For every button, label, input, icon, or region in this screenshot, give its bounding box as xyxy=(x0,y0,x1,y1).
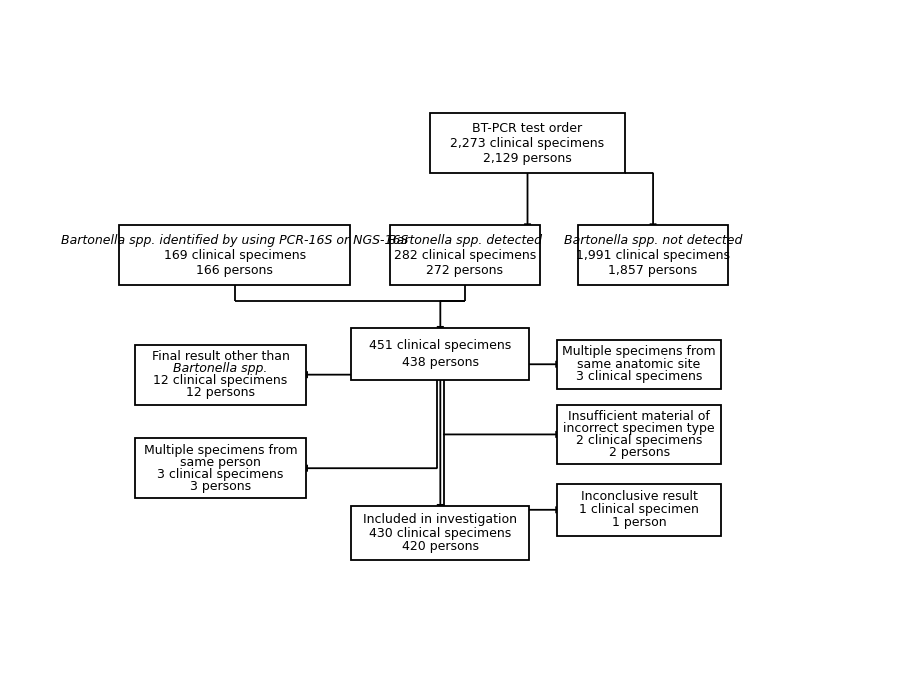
Text: 1 person: 1 person xyxy=(612,516,666,529)
Text: 2,273 clinical specimens: 2,273 clinical specimens xyxy=(451,137,605,150)
Text: Bartonella spp. detected: Bartonella spp. detected xyxy=(388,234,542,246)
FancyBboxPatch shape xyxy=(120,225,349,285)
Text: 420 persons: 420 persons xyxy=(401,540,479,553)
Text: 282 clinical specimens: 282 clinical specimens xyxy=(393,248,536,262)
FancyBboxPatch shape xyxy=(557,484,721,536)
FancyBboxPatch shape xyxy=(430,113,626,173)
FancyBboxPatch shape xyxy=(135,345,306,404)
Text: 3 clinical specimens: 3 clinical specimens xyxy=(576,370,702,383)
Text: 438 persons: 438 persons xyxy=(401,356,479,369)
FancyBboxPatch shape xyxy=(351,506,529,560)
Text: Included in investigation: Included in investigation xyxy=(364,513,518,526)
Text: 2,129 persons: 2,129 persons xyxy=(483,152,572,165)
FancyBboxPatch shape xyxy=(578,225,728,285)
Text: 1,991 clinical specimens: 1,991 clinical specimens xyxy=(576,248,730,262)
Text: 12 persons: 12 persons xyxy=(186,386,255,399)
Text: 1,857 persons: 1,857 persons xyxy=(608,263,698,277)
Text: Multiple specimens from: Multiple specimens from xyxy=(144,443,297,457)
Text: same anatomic site: same anatomic site xyxy=(578,358,701,371)
Text: 3 clinical specimens: 3 clinical specimens xyxy=(158,468,284,481)
Text: Inconclusive result: Inconclusive result xyxy=(580,490,698,504)
Text: incorrect specimen type: incorrect specimen type xyxy=(563,422,715,435)
Text: 169 clinical specimens: 169 clinical specimens xyxy=(164,248,306,262)
Text: Bartonella spp. not detected: Bartonella spp. not detected xyxy=(564,234,742,246)
FancyBboxPatch shape xyxy=(557,340,721,389)
FancyBboxPatch shape xyxy=(390,225,540,285)
Text: same person: same person xyxy=(180,456,261,468)
Text: 12 clinical specimens: 12 clinical specimens xyxy=(154,374,288,387)
Text: 430 clinical specimens: 430 clinical specimens xyxy=(369,526,511,540)
Text: Bartonella spp.: Bartonella spp. xyxy=(174,362,268,375)
Text: Insufficient material of: Insufficient material of xyxy=(568,410,710,423)
FancyBboxPatch shape xyxy=(135,438,306,498)
Text: 451 clinical specimens: 451 clinical specimens xyxy=(369,339,511,352)
Text: Final result other than: Final result other than xyxy=(152,350,290,363)
Text: BT-PCR test order: BT-PCR test order xyxy=(472,122,582,135)
FancyBboxPatch shape xyxy=(351,328,529,380)
Text: Multiple specimens from: Multiple specimens from xyxy=(562,346,716,358)
Text: 1 clinical specimen: 1 clinical specimen xyxy=(580,504,699,516)
Text: 166 persons: 166 persons xyxy=(196,263,273,277)
Text: 272 persons: 272 persons xyxy=(427,263,503,277)
Text: 2 persons: 2 persons xyxy=(608,446,670,459)
FancyBboxPatch shape xyxy=(557,404,721,464)
Text: Bartonella spp. identified by using PCR-16S or NGS-16S: Bartonella spp. identified by using PCR-… xyxy=(61,234,409,246)
Text: 3 persons: 3 persons xyxy=(190,480,251,493)
Text: 2 clinical specimens: 2 clinical specimens xyxy=(576,434,702,447)
